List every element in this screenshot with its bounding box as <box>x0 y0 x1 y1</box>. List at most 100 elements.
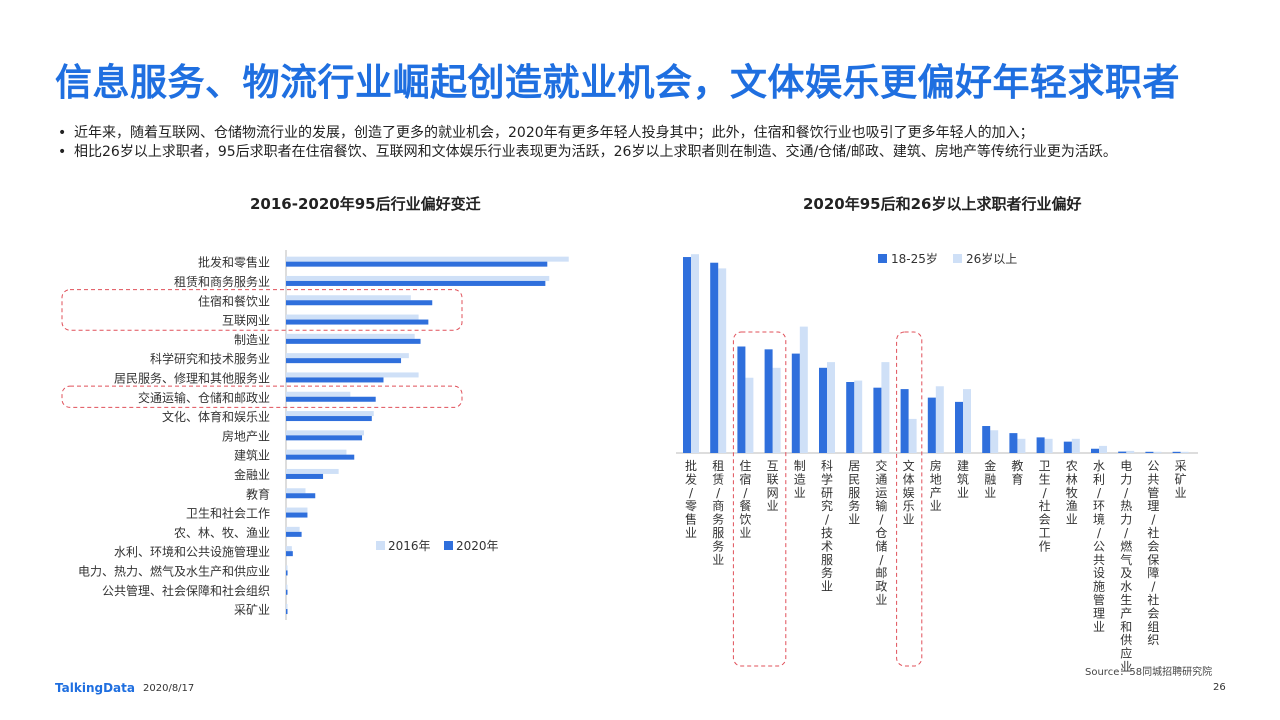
bar-26-plus <box>1180 451 1189 453</box>
bar-18-25 <box>764 349 773 453</box>
bar-2016 <box>286 391 351 397</box>
bar-2016 <box>286 295 411 301</box>
category-label: 租赁和商务服务业 <box>174 274 270 289</box>
category-label: 农、林、牧、渔业 <box>174 526 270 540</box>
category-label: 建筑业 <box>234 448 270 463</box>
bar-18-25 <box>900 389 909 453</box>
bar-2016 <box>286 488 306 494</box>
category-label: 水利/环境/公共设施管理业 <box>1093 459 1105 634</box>
bar-18-25 <box>1063 441 1072 453</box>
bar-2016 <box>286 565 288 571</box>
bar-2016 <box>286 546 292 552</box>
right-bar-chart: 批发/零售业 租赁/商务服务业 住宿/餐饮业 互联网业 制造业 科学研究/技术服务业 居民服… <box>676 251 1198 674</box>
bar-2020 <box>286 531 302 537</box>
bar-2020 <box>286 300 433 306</box>
bar-18-25 <box>1009 433 1018 453</box>
footer-date: 2020/8/17 <box>143 683 195 694</box>
bar-18-25 <box>1091 448 1099 453</box>
bullet-point: 近年来，随着互联网、仓储物流行业的发展，创造了更多的就业机会，2020年有更多年… <box>58 124 1228 143</box>
bar-2020 <box>286 261 548 267</box>
bar-18-25 <box>683 257 691 453</box>
category-label: 批发和零售业 <box>198 255 270 270</box>
bar-18-25 <box>955 401 963 453</box>
bar-2016 <box>286 468 339 474</box>
bar-2020 <box>286 609 288 615</box>
bar-2016 <box>286 449 347 455</box>
category-label: 卫生和社会工作 <box>186 506 270 521</box>
bar-2020 <box>286 338 421 344</box>
category-label: 公共管理、社会保障和社会组织 <box>102 583 270 598</box>
bar-26-plus <box>1017 438 1026 453</box>
page-number: 26 <box>1213 682 1226 693</box>
legend-label-18-25: 18-25岁 <box>891 251 938 266</box>
bar-26-plus <box>854 380 863 453</box>
highlight-box-hospitality-internet <box>61 289 463 331</box>
category-label: 文体娱乐业 <box>903 458 915 527</box>
bar-2016 <box>286 314 419 320</box>
bar-26-plus <box>1099 445 1107 453</box>
category-label: 科学研究/技术服务业 <box>821 459 833 594</box>
category-label: 卫生/社会工作 <box>1039 459 1051 553</box>
category-label: 制造业 <box>234 333 270 347</box>
category-label: 教育 <box>1011 458 1023 486</box>
category-label: 水利、环境和公共设施管理业 <box>114 544 270 559</box>
bar-18-25 <box>1172 451 1181 453</box>
legend-swatch-2020 <box>444 541 453 550</box>
bar-2020 <box>286 512 308 518</box>
bar-26-plus <box>827 362 835 453</box>
bar-26-plus <box>1071 438 1080 453</box>
legend-swatch-18-25 <box>878 254 887 263</box>
bar-18-25 <box>1036 437 1045 453</box>
left-chart-title: 2016-2020年95后行业偏好变迁 <box>250 195 481 213</box>
category-label: 电力、热力、燃气及水生产和供应业 <box>78 563 270 578</box>
category-label: 电力/热力/燃气及水生产和供应业 <box>1120 459 1132 674</box>
bullet-list: 近年来，随着互联网、仓储物流行业的发展，创造了更多的就业机会，2020年有更多年… <box>58 124 1228 162</box>
bar-18-25 <box>710 262 719 453</box>
bar-26-plus <box>691 254 699 453</box>
bar-26-plus <box>1126 450 1135 453</box>
bar-26-plus <box>745 377 754 453</box>
category-label: 采矿业 <box>1175 459 1187 500</box>
bar-26-plus <box>935 386 944 453</box>
bar-18-25 <box>737 346 746 453</box>
bar-2020 <box>286 396 376 402</box>
bar-2020 <box>286 454 355 460</box>
bar-2016 <box>286 256 569 262</box>
category-label: 金融业 <box>234 467 270 482</box>
legend-label-26-plus: 26岁以上 <box>966 251 1017 266</box>
highlight-box-logistics <box>61 385 463 408</box>
bar-2016 <box>286 430 364 436</box>
page-title: 信息服务、物流行业崛起创造就业机会，文体娱乐更偏好年轻求职者 <box>55 61 1180 104</box>
bar-2020 <box>286 570 288 576</box>
bar-2020 <box>286 473 324 479</box>
brand-logo: TalkingData <box>55 681 135 695</box>
bar-26-plus <box>881 362 890 453</box>
bar-26-plus <box>990 430 999 453</box>
bar-26-plus <box>799 326 808 453</box>
category-label: 教育 <box>246 486 270 501</box>
category-label: 居民服务、修理和其他服务业 <box>114 370 270 385</box>
bar-2016 <box>286 604 288 610</box>
category-label: 住宿和餐饮业 <box>198 293 270 308</box>
bar-2020 <box>286 377 384 383</box>
bar-18-25 <box>819 367 827 453</box>
legend-label-2020: 2020年 <box>456 539 499 553</box>
legend-swatch-26-plus <box>953 254 962 263</box>
bar-2016 <box>286 507 308 513</box>
bar-26-plus <box>1044 438 1053 453</box>
legend-swatch-2016 <box>376 541 385 550</box>
source-note: Source：58同城招聘研究院 <box>1085 667 1213 678</box>
category-label: 采矿业 <box>234 603 270 617</box>
category-label: 住宿/餐饮业 <box>739 459 751 540</box>
bar-26-plus <box>963 389 971 453</box>
legend-label-2016: 2016年 <box>388 539 431 553</box>
bar-2016 <box>286 372 419 378</box>
category-label: 科学研究和技术服务业 <box>150 351 270 366</box>
highlight-box-entertainment <box>896 331 923 667</box>
bar-2020 <box>286 493 316 499</box>
category-label: 居民服务业 <box>848 459 860 527</box>
category-label: 房地产业 <box>222 428 270 443</box>
bar-2020 <box>286 319 429 325</box>
right-chart-title: 2020年95后和26岁以上求职者行业偏好 <box>803 195 1082 213</box>
category-label: 互联网业 <box>767 459 779 513</box>
